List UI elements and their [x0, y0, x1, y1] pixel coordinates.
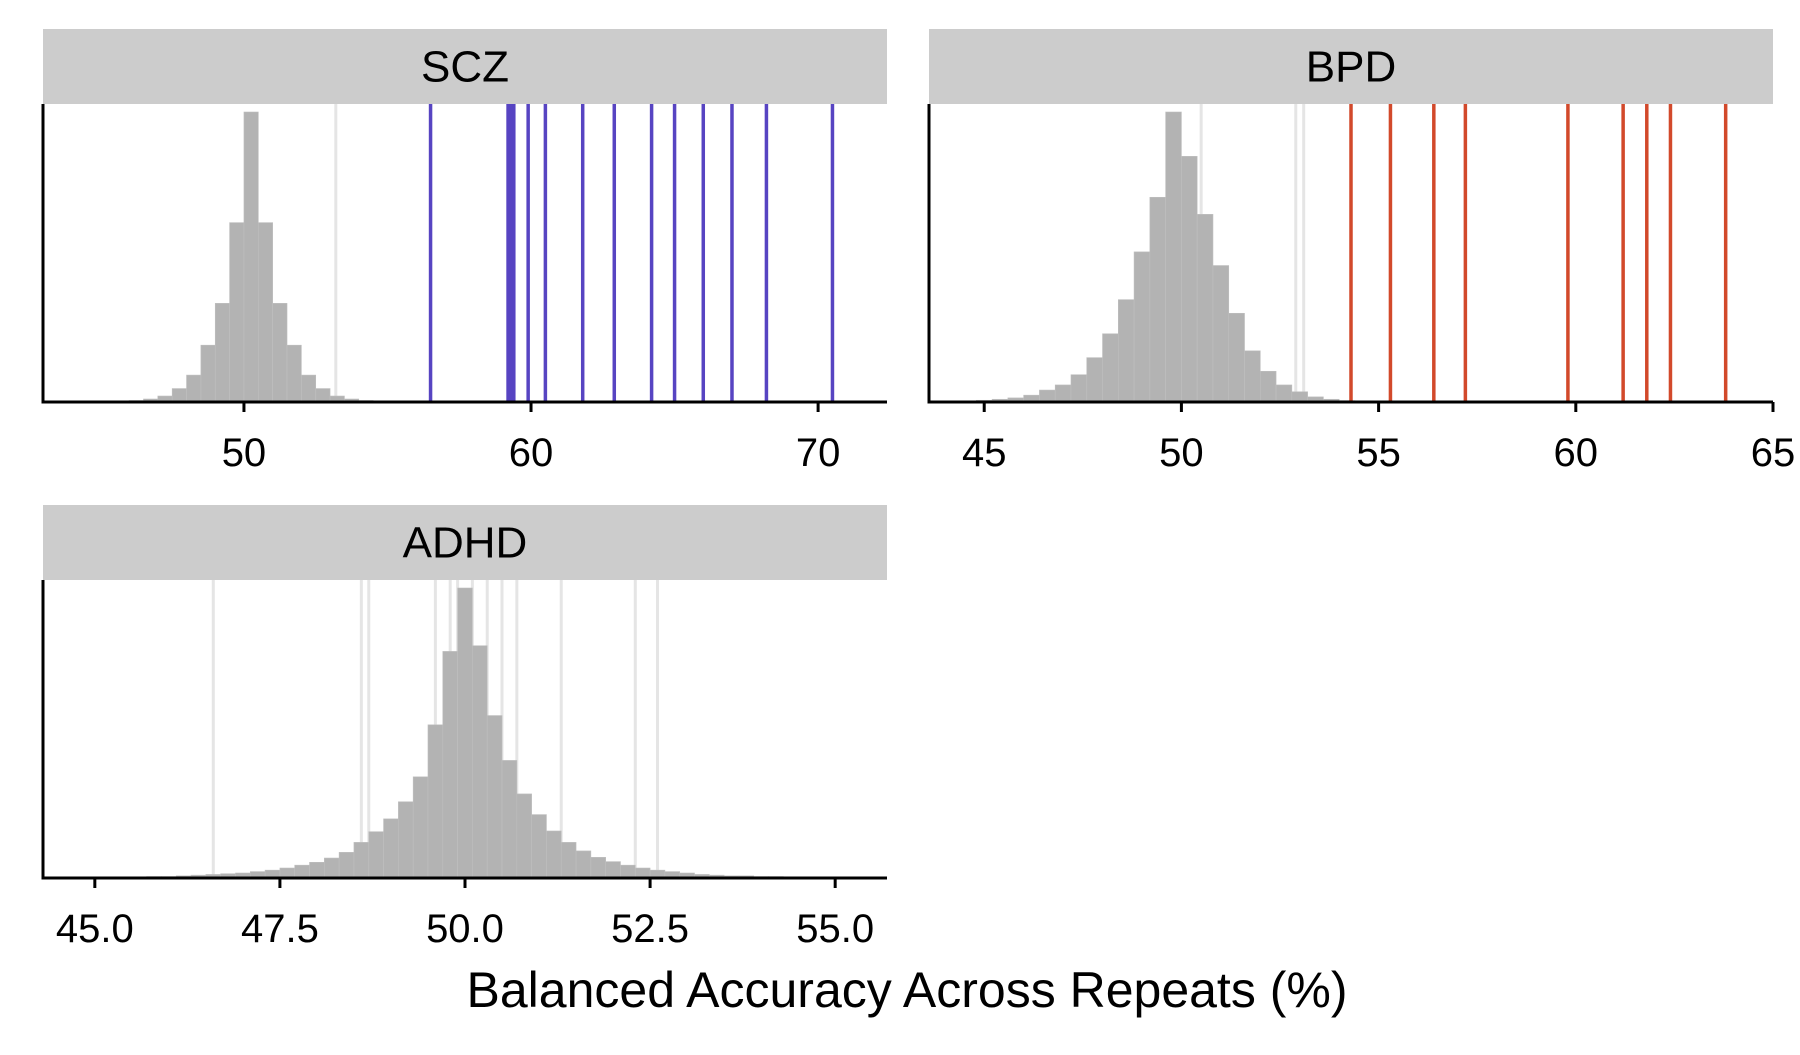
histogram-bar-bpd-16 — [1181, 156, 1197, 402]
histogram-bar-scz-9 — [172, 389, 186, 402]
histogram-bar-adhd-24 — [428, 725, 443, 878]
histogram-bar-scz-10 — [187, 375, 201, 402]
histogram-bar-scz-17 — [287, 345, 301, 402]
histogram-bar-bpd-13 — [1134, 252, 1150, 402]
x-tick-label-adhd-0: 45.0 — [56, 907, 134, 951]
histogram-bar-bpd-19 — [1229, 313, 1245, 402]
histogram-bar-adhd-16 — [310, 862, 325, 878]
histogram-bar-bpd-12 — [1118, 300, 1134, 402]
histogram-bar-adhd-20 — [369, 832, 384, 878]
histogram-bar-adhd-21 — [384, 819, 399, 878]
histogram-bar-scz-16 — [273, 303, 287, 402]
histogram-bar-adhd-31 — [532, 815, 547, 878]
histogram-bar-bpd-18 — [1213, 266, 1229, 402]
histogram-bar-adhd-17 — [324, 858, 339, 878]
histogram-bar-scz-18 — [301, 375, 315, 402]
histogram-bar-adhd-22 — [398, 802, 413, 878]
histogram-bar-adhd-33 — [561, 842, 576, 878]
histogram-bar-adhd-18 — [339, 852, 354, 878]
histogram-bar-bpd-23 — [1292, 392, 1308, 402]
x-tick-label-bpd-0: 45 — [962, 431, 1007, 475]
histogram-bar-bpd-8 — [1055, 385, 1071, 402]
facet-title-scz: SCZ — [421, 43, 509, 92]
histogram-bar-bpd-7 — [1039, 390, 1055, 402]
histogram-bar-scz-12 — [215, 303, 229, 402]
histogram-bar-scz-13 — [230, 223, 244, 402]
histogram-bar-adhd-27 — [472, 646, 487, 878]
panel-scz: SCZ 50 60 70 — [42, 29, 888, 475]
histogram-bar-scz-19 — [316, 389, 330, 402]
histogram-bar-bpd-15 — [1166, 112, 1182, 402]
x-tick-label-adhd-3: 52.5 — [611, 907, 689, 951]
x-axis-label: Balanced Accuracy Across Repeats (%) — [467, 962, 1348, 1018]
histogram-bar-adhd-34 — [576, 851, 591, 878]
facet-title-adhd: ADHD — [403, 519, 528, 568]
x-tick-label-bpd-4: 65 — [1751, 431, 1796, 475]
histogram-bar-bpd-22 — [1276, 385, 1292, 402]
histogram-bar-bpd-11 — [1103, 334, 1119, 402]
histogram-bar-bpd-21 — [1260, 371, 1276, 402]
histogram-bar-scz-14 — [244, 112, 258, 402]
histogram-bar-adhd-23 — [413, 777, 428, 878]
histogram-bar-adhd-15 — [295, 865, 310, 878]
histogram-bar-bpd-20 — [1245, 351, 1261, 402]
x-tick-label-bpd-2: 55 — [1356, 431, 1401, 475]
histogram-bar-adhd-32 — [546, 831, 561, 878]
histogram-bar-adhd-35 — [591, 857, 606, 878]
histogram-bar-adhd-36 — [606, 862, 621, 878]
histogram-bar-adhd-37 — [620, 865, 635, 878]
histogram-bar-adhd-29 — [502, 760, 517, 878]
histogram-bar-scz-15 — [258, 223, 272, 402]
x-tick-label-adhd-1: 47.5 — [241, 907, 319, 951]
x-tick-label-adhd-2: 50.0 — [426, 907, 504, 951]
x-tick-label-scz-1: 60 — [509, 431, 554, 475]
histogram-bar-bpd-14 — [1150, 197, 1166, 402]
histogram-bar-bpd-9 — [1071, 375, 1087, 402]
x-tick-label-bpd-1: 50 — [1159, 431, 1204, 475]
panel-adhd: ADHD 45.0 47.5 50.0 52.5 55.0 — [42, 505, 888, 951]
histogram-bar-adhd-28 — [487, 716, 502, 878]
x-tick-label-scz-2: 70 — [796, 431, 841, 475]
histogram-bar-adhd-26 — [458, 588, 473, 878]
facet-title-bpd: BPD — [1306, 43, 1396, 92]
x-tick-label-scz-0: 50 — [222, 431, 267, 475]
histogram-bar-bpd-10 — [1087, 358, 1103, 402]
histogram-bar-scz-11 — [201, 345, 215, 402]
histogram-bar-adhd-30 — [517, 794, 532, 878]
histogram-bar-bpd-17 — [1197, 214, 1213, 402]
x-tick-label-bpd-3: 60 — [1554, 431, 1599, 475]
histogram-bar-adhd-25 — [443, 651, 458, 878]
panel-bpd: BPD 45 50 55 60 65 — [928, 29, 1796, 475]
x-tick-label-adhd-4: 55.0 — [796, 907, 874, 951]
histogram-bar-adhd-19 — [354, 842, 369, 878]
